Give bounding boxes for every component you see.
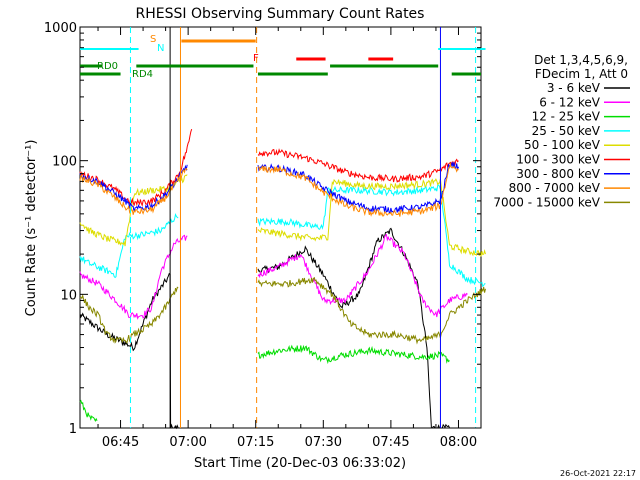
- series-line-0: [79, 227, 450, 430]
- timestamp: 26-Oct-2021 22:17: [560, 469, 636, 478]
- x-tick-label: 07:30: [305, 435, 342, 450]
- legend-label-6: 300 - 800 keV: [516, 167, 600, 181]
- legend-label-1: 6 - 12 keV: [539, 95, 601, 109]
- y-tick-label: 100: [52, 155, 77, 170]
- state-label-rd4: RD4: [132, 69, 153, 80]
- series-layer: [79, 128, 486, 430]
- series-line-2: [79, 344, 450, 422]
- x-tick-label: 07:00: [169, 435, 206, 450]
- legend-label-2: 12 - 25 keV: [532, 110, 601, 124]
- legend-label-3: 25 - 50 keV: [532, 124, 601, 138]
- x-tick-label: 08:00: [440, 435, 477, 450]
- x-axis-label: Start Time (20-Dec-03 06:33:02): [194, 456, 406, 471]
- x-tick-label: 06:45: [102, 435, 139, 450]
- state-bars: S N F RD0 RD4: [80, 34, 486, 80]
- legend-label-5: 100 - 300 keV: [516, 153, 600, 167]
- state-label-f: F: [253, 53, 259, 64]
- legend-label-0: 3 - 6 keV: [547, 81, 601, 95]
- chart-title: RHESSI Observing Summary Count Rates: [136, 6, 425, 22]
- legend-label-7: 800 - 7000 keV: [509, 181, 601, 195]
- legend-header-line-1: Det 1,3,4,5,6,9,: [534, 53, 628, 67]
- y-tick-label: 1: [69, 422, 77, 437]
- y-axis-ticks: 1 10 100 1000: [44, 21, 481, 437]
- x-tick-label: 07:45: [372, 435, 409, 450]
- series-line-8: [79, 276, 486, 345]
- y-tick-label: 10: [60, 288, 77, 303]
- state-label-s: S: [150, 34, 156, 45]
- y-axis-label: Count Rate (s⁻¹ detector⁻¹): [24, 140, 39, 317]
- legend-header-line-2: FDecim 1, Att 0: [535, 67, 628, 81]
- legend-label-4: 50 - 100 keV: [524, 138, 601, 152]
- y-tick-label: 1000: [44, 21, 77, 36]
- series-line-7: [79, 162, 459, 217]
- x-tick-label: 07:15: [237, 435, 274, 450]
- state-label-rd0: RD0: [97, 61, 118, 72]
- mode-change-lines: [129, 27, 477, 428]
- series-line-3: [79, 184, 486, 288]
- legend-label-8: 7000 - 15000 keV: [493, 195, 600, 209]
- series-line-1: [79, 233, 468, 320]
- plot-frame: [79, 26, 482, 429]
- legend: Det 1,3,4,5,6,9, FDecim 1, Att 0 3 - 6 k…: [493, 53, 630, 209]
- x-axis-ticks: 06:45 07:00 07:15 07:30 07:45 08:00: [97, 27, 482, 450]
- series-line-5: [79, 128, 459, 207]
- state-label-n: N: [157, 43, 164, 54]
